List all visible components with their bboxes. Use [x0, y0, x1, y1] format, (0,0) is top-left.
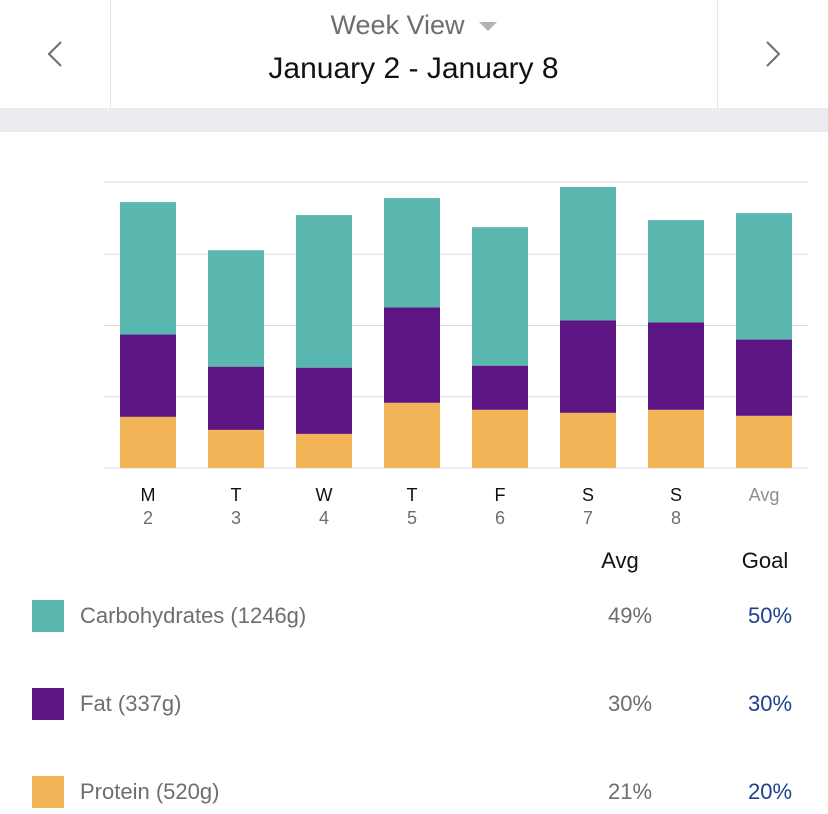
- avg-value: 30%: [607, 691, 653, 716]
- bar-protein-1: [120, 416, 176, 468]
- goal-value: 30%: [747, 691, 793, 716]
- bar-fat-8: [736, 339, 792, 416]
- bar-fat-5: [472, 365, 528, 410]
- section-separator: [0, 108, 828, 132]
- fat-swatch: [32, 688, 64, 720]
- bar-protein-8: [736, 415, 792, 468]
- title-block: Week View January 2 - January 8: [111, 0, 716, 108]
- bar-protein-2: [208, 429, 264, 468]
- legend-label: Protein (520g): [80, 779, 220, 804]
- x-tick-date: 4: [319, 508, 329, 528]
- bar-carbohydrates-6: [560, 187, 616, 321]
- x-tick-day: T: [231, 485, 242, 505]
- legend-row-fat: Fat (337g) 30% 30%: [0, 684, 828, 724]
- goal-value: 50%: [747, 603, 793, 628]
- bar-protein-6: [560, 412, 616, 468]
- bar-fat-1: [120, 334, 176, 417]
- avg-value: 49%: [607, 603, 653, 628]
- x-tick-date: 8: [671, 508, 681, 528]
- x-tick-day: F: [495, 485, 506, 505]
- bar-protein-4: [384, 402, 440, 468]
- chevron-left-icon: [47, 41, 62, 67]
- x-tick-date: 7: [583, 508, 593, 528]
- x-tick-date: 2: [143, 508, 153, 528]
- goal-value: 20%: [747, 779, 793, 804]
- protein-swatch: [32, 776, 64, 808]
- legend-label: Fat (337g): [80, 691, 182, 716]
- bar-carbohydrates-5: [472, 227, 528, 366]
- bar-protein-3: [296, 433, 352, 468]
- bar-fat-3: [296, 367, 352, 434]
- legend-label: Carbohydrates (1246g): [80, 603, 307, 628]
- bar-fat-2: [208, 366, 264, 430]
- avg-column-header: Avg: [601, 548, 639, 573]
- bar-carbohydrates-8: [736, 213, 792, 340]
- view-selector-label: Week View: [330, 9, 465, 40]
- x-tick-day: M: [141, 485, 156, 505]
- previous-week-button[interactable]: [0, 0, 111, 108]
- view-selector[interactable]: Week View: [111, 8, 716, 42]
- bar-protein-5: [472, 409, 528, 468]
- header: Week View January 2 - January 8: [0, 0, 828, 108]
- bar-carbohydrates-2: [208, 250, 264, 367]
- bar-carbohydrates-3: [296, 215, 352, 368]
- x-tick-day: W: [316, 485, 333, 505]
- carbohydrates-swatch: [32, 600, 64, 632]
- bar-carbohydrates-4: [384, 198, 440, 308]
- x-tick-date: 6: [495, 508, 505, 528]
- chevron-right-icon: [766, 41, 781, 67]
- x-tick-date: 3: [231, 508, 241, 528]
- bar-carbohydrates-7: [648, 220, 704, 323]
- goal-column-header: Goal: [741, 548, 789, 573]
- next-week-button[interactable]: [717, 0, 828, 108]
- bar-fat-6: [560, 320, 616, 413]
- macro-stacked-bar-chart: M 2 T 3 W 4 T 5 F 6 S 7 S 8 Avg: [104, 181, 808, 528]
- x-tick-day: S: [582, 485, 594, 505]
- x-tick-day: S: [670, 485, 682, 505]
- legend-row-protein: Protein (520g) 21% 20%: [0, 772, 828, 812]
- x-tick-date: 5: [407, 508, 417, 528]
- date-range-title: January 2 - January 8: [268, 52, 559, 85]
- bar-protein-7: [648, 409, 704, 468]
- caret-down-icon: [478, 21, 497, 31]
- bar-carbohydrates-1: [120, 202, 176, 335]
- x-tick-day: Avg: [749, 485, 780, 505]
- bar-fat-4: [384, 307, 440, 403]
- legend-row-carbohydrates: Carbohydrates (1246g) 49% 50%: [0, 596, 828, 636]
- avg-value: 21%: [607, 779, 653, 804]
- x-tick-day: T: [407, 485, 418, 505]
- bar-fat-7: [648, 322, 704, 410]
